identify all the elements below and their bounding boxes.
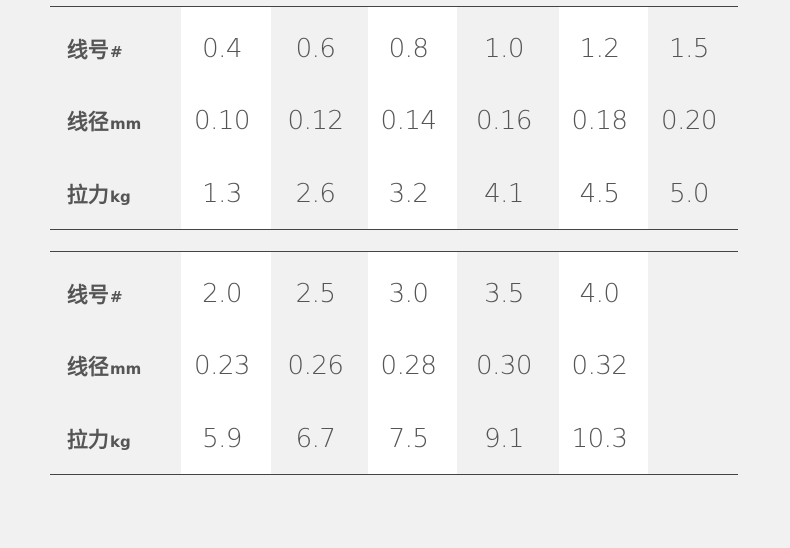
column-bg — [648, 252, 738, 474]
cell-value: 3.2 — [388, 179, 429, 209]
cell-value: 0.30 — [476, 351, 532, 381]
cell-value: 0.10 — [194, 106, 250, 136]
label-unit: mm — [110, 115, 142, 133]
cell-value: 0.20 — [661, 106, 717, 136]
cell-value: 4.5 — [579, 179, 620, 209]
cell-value: 1.3 — [202, 179, 242, 209]
column-bg — [181, 252, 271, 474]
cell-value: 0.6 — [295, 34, 336, 64]
cell-value: 9.1 — [484, 424, 524, 454]
cell-value: 3.0 — [388, 279, 429, 309]
row-label: 拉力kg — [67, 179, 131, 209]
cell-value: 0.23 — [194, 351, 250, 381]
cell-value: 2.6 — [295, 179, 336, 209]
cell-value: 2.0 — [202, 279, 242, 309]
cell-value: 1.5 — [669, 34, 709, 64]
column-bg — [648, 7, 738, 229]
cell-value: 6.7 — [295, 424, 336, 454]
cell-value: 5.9 — [202, 424, 242, 454]
cell-value: 0.8 — [388, 34, 429, 64]
column-bg — [559, 7, 648, 229]
cell-value: 10.3 — [571, 424, 628, 454]
table: 线号# 0.4 0.6 0.8 1.0 1.2 1.5 线径mm 0.10 0.12 0.14 0.1… — [50, 6, 738, 230]
row-label: 线径mm — [67, 106, 141, 136]
cell-value: 2.5 — [295, 279, 336, 309]
label-unit: mm — [110, 360, 142, 378]
cell-value: 0.12 — [287, 106, 344, 136]
cell-value: 4.1 — [484, 179, 524, 209]
row-label: 拉力kg — [67, 424, 131, 454]
cell-value: 4.0 — [579, 279, 620, 309]
label-text: 线径 — [67, 355, 109, 379]
column-bg — [559, 252, 648, 474]
cell-value: 0.4 — [202, 34, 242, 64]
row-label: 线号# — [67, 279, 123, 309]
label-text: 线号 — [67, 38, 109, 62]
label-unit: # — [110, 288, 123, 306]
cell-value: 1.2 — [579, 34, 620, 64]
cell-value: 3.5 — [484, 279, 524, 309]
column-bg — [181, 7, 271, 229]
label-unit: kg — [110, 188, 131, 206]
label-text: 拉力 — [67, 428, 109, 452]
cell-value: 0.18 — [571, 106, 628, 136]
cell-value: 0.16 — [476, 106, 532, 136]
label-unit: # — [110, 43, 123, 61]
label-text: 拉力 — [67, 183, 109, 207]
cell-value: 5.0 — [669, 179, 709, 209]
cell-value: 0.32 — [571, 351, 628, 381]
table: 线号# 2.0 2.5 3.0 3.5 4.0 线径mm 0.23 0.26 0.28 0.30 0.… — [50, 251, 738, 475]
column-bg — [271, 7, 368, 229]
column-bg — [457, 7, 559, 229]
cell-value: 0.28 — [380, 351, 437, 381]
cell-value: 1.0 — [484, 34, 524, 64]
label-text: 线号 — [67, 283, 109, 307]
cell-value: 7.5 — [388, 424, 429, 454]
column-bg — [457, 252, 559, 474]
cell-value: 0.14 — [380, 106, 437, 136]
label-unit: kg — [110, 433, 131, 451]
column-bg — [368, 7, 457, 229]
row-label: 线径mm — [67, 351, 141, 381]
row-label: 线号# — [67, 34, 123, 64]
column-bg — [368, 252, 457, 474]
column-bg — [271, 252, 368, 474]
label-text: 线径 — [67, 110, 109, 134]
cell-value: 0.26 — [287, 351, 344, 381]
